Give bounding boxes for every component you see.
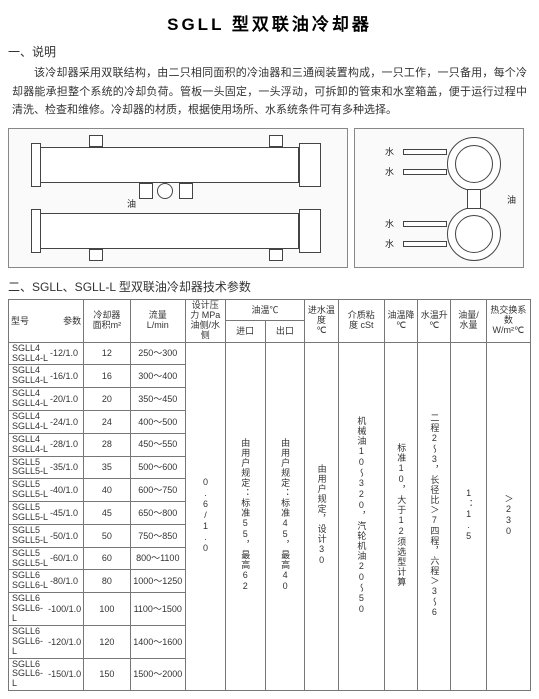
cell-flow: 350～450 <box>130 388 185 411</box>
cell-model: SGLL5SGLL5-L-45/1.0 <box>9 502 84 525</box>
cell-model: SGLL6SGLL6-L-80/1.0 <box>9 570 84 593</box>
cell-coef: ＞230 <box>486 342 530 691</box>
th-oil-in: 进口 <box>225 321 265 342</box>
cell-area: 12 <box>84 342 130 365</box>
label-water-1: 水 <box>385 145 394 158</box>
label-water-2: 水 <box>385 165 394 178</box>
th-oil-out: 出口 <box>265 321 305 342</box>
cell-model: SGLL4SGLL4-L-28/1.0 <box>9 433 84 456</box>
label-oil: 油 <box>127 197 136 210</box>
cell-area: 28 <box>84 433 130 456</box>
cell-water-in: 由用户规定，设计30 <box>305 342 338 691</box>
label-oil-2: 油 <box>507 193 516 206</box>
cell-area: 24 <box>84 410 130 433</box>
cell-model: SGLL4SGLL4-L-16/1.0 <box>9 365 84 388</box>
th-visc: 介质粘度 cSt <box>338 300 384 343</box>
cell-oil-in: 由用户规定：标准55，最高62 <box>225 342 265 691</box>
cell-area: 120 <box>84 625 130 658</box>
cell-flow: 1100～1500 <box>130 593 185 626</box>
spec-table: 型号 参数 冷却器面积m² 流量L/min 设计压力 MPa油侧/水侧 油温℃ … <box>8 299 531 691</box>
cell-area: 35 <box>84 456 130 479</box>
cell-model: SGLL6SGLL6-L-100/1.0 <box>9 593 84 626</box>
page-title: SGLL 型双联油冷却器 <box>8 10 531 35</box>
cell-model: SGLL5SGLL5-L-40/1.0 <box>9 479 84 502</box>
label-water-3: 水 <box>385 217 394 230</box>
cell-area: 50 <box>84 524 130 547</box>
cell-area: 20 <box>84 388 130 411</box>
cell-model: SGLL4SGLL4-L-24/1.0 <box>9 410 84 433</box>
cell-ratio: 1：1.5 <box>451 342 486 691</box>
cell-flow: 1500～2000 <box>130 658 185 691</box>
cell-area: 150 <box>84 658 130 691</box>
cell-model: SGLL5SGLL5-L-60/1.0 <box>9 547 84 570</box>
cell-area: 45 <box>84 502 130 525</box>
th-ratio: 油量/水量 <box>451 300 486 343</box>
cell-flow: 600～750 <box>130 479 185 502</box>
section-1-heading: 一、说明 <box>8 43 531 60</box>
th-wrise: 水温升℃ <box>418 300 451 343</box>
diagram-row: 油 油 水 水 水 水 <box>8 128 531 268</box>
cell-model: SGLL5SGLL5-L-50/1.0 <box>9 524 84 547</box>
th-press: 设计压力 MPa油侧/水侧 <box>185 300 225 343</box>
cell-oil-out: 由用户规定：标准45，最高40 <box>265 342 305 691</box>
cell-area: 40 <box>84 479 130 502</box>
th-win: 进水温度℃ <box>305 300 338 343</box>
cell-drop: 标准10，大于12须选型计算 <box>384 342 417 691</box>
cell-flow: 250～300 <box>130 342 185 365</box>
cell-flow: 650～800 <box>130 502 185 525</box>
cell-model: SGLL5SGLL5-L-35/1.0 <box>9 456 84 479</box>
cell-area: 60 <box>84 547 130 570</box>
cell-flow: 500～600 <box>130 456 185 479</box>
cell-area: 100 <box>84 593 130 626</box>
cell-model: SGLL4SGLL4-L-12/1.0 <box>9 342 84 365</box>
table-row: SGLL4SGLL4-L-12/1.012250～3000.6/1.0由用户规定… <box>9 342 531 365</box>
cell-area: 80 <box>84 570 130 593</box>
th-coef: 热交换系数W/m²℃ <box>486 300 530 343</box>
cell-flow: 400～500 <box>130 410 185 433</box>
cell-flow: 300～400 <box>130 365 185 388</box>
section-2-heading: 二、SGLL、SGLL-L 型双联油冷却器技术参数 <box>8 278 531 295</box>
cell-visc: 机械油10～320，汽轮机油20～50 <box>338 342 384 691</box>
cell-flow: 800～1100 <box>130 547 185 570</box>
th-oiltemp: 油温℃ <box>225 300 305 321</box>
th-drop: 油温降℃ <box>384 300 417 343</box>
diagram-side-view: 油 <box>8 128 348 268</box>
cell-pressure: 0.6/1.0 <box>185 342 225 691</box>
cell-wrise: 二程2～3，长径比＞7四程，六程＞3～6 <box>418 342 451 691</box>
cell-model: SGLL6SGLL6-L-150/1.0 <box>9 658 84 691</box>
diagram-end-view: 油 水 水 水 水 <box>354 128 524 268</box>
th-flow: 流量L/min <box>130 300 185 343</box>
cell-area: 16 <box>84 365 130 388</box>
cell-flow: 450～550 <box>130 433 185 456</box>
cell-flow: 1400～1600 <box>130 625 185 658</box>
label-water-4: 水 <box>385 237 394 250</box>
cell-flow: 750～850 <box>130 524 185 547</box>
th-model: 型号 参数 <box>9 300 84 343</box>
th-area: 冷却器面积m² <box>84 300 130 343</box>
cell-model: SGLL4SGLL4-L-20/1.0 <box>9 388 84 411</box>
cell-flow: 1000～1250 <box>130 570 185 593</box>
description-text: 该冷却器采用双联结构，由二只相同面积的冷油器和三通阀装置构成，一只工作，一只备用… <box>12 64 527 120</box>
cell-model: SGLL6SGLL6-L-120/1.0 <box>9 625 84 658</box>
